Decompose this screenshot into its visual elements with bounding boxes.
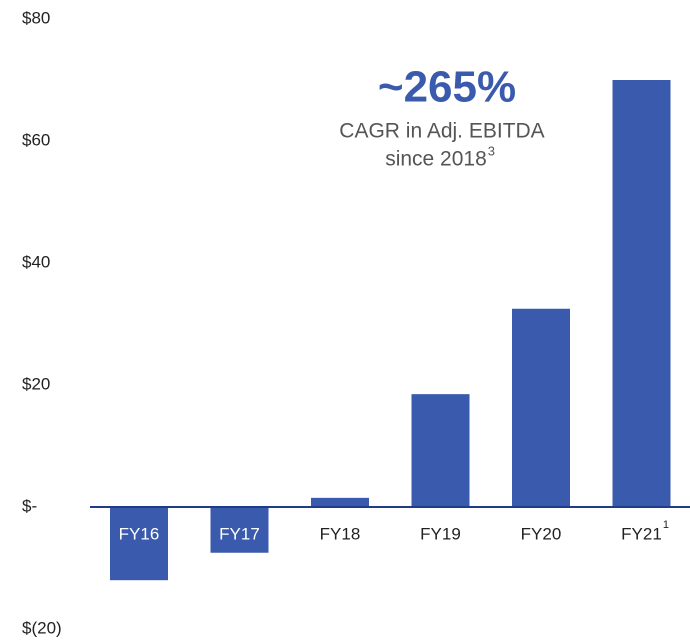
y-tick-label: $80 (22, 8, 50, 27)
bar (311, 497, 369, 507)
x-tick-label: FY16 (119, 524, 160, 543)
bar (411, 394, 470, 507)
x-tick-label: FY19 (420, 524, 461, 543)
footnote-mark: 3 (488, 143, 495, 158)
x-tick-label: FY17 (219, 524, 260, 543)
annotation-line: CAGR in Adj. EBITDA (339, 120, 544, 143)
x-tick-label: FY21 (621, 524, 662, 543)
annotation-line: since 2018 (385, 148, 487, 171)
bar (210, 507, 269, 553)
bar (110, 507, 168, 581)
x-tick-label: FY18 (320, 524, 361, 543)
annotation-headline: ~265% (378, 63, 516, 112)
y-tick-label: $40 (22, 252, 50, 271)
footnote-mark: 1 (663, 519, 669, 531)
y-tick-label: $60 (22, 130, 50, 149)
bar (612, 80, 671, 507)
bar (512, 308, 570, 507)
y-tick-label: $- (22, 496, 37, 515)
x-tick-label: FY20 (521, 524, 562, 543)
y-tick-label: $20 (22, 374, 50, 393)
y-tick-label: $(20) (22, 618, 62, 637)
